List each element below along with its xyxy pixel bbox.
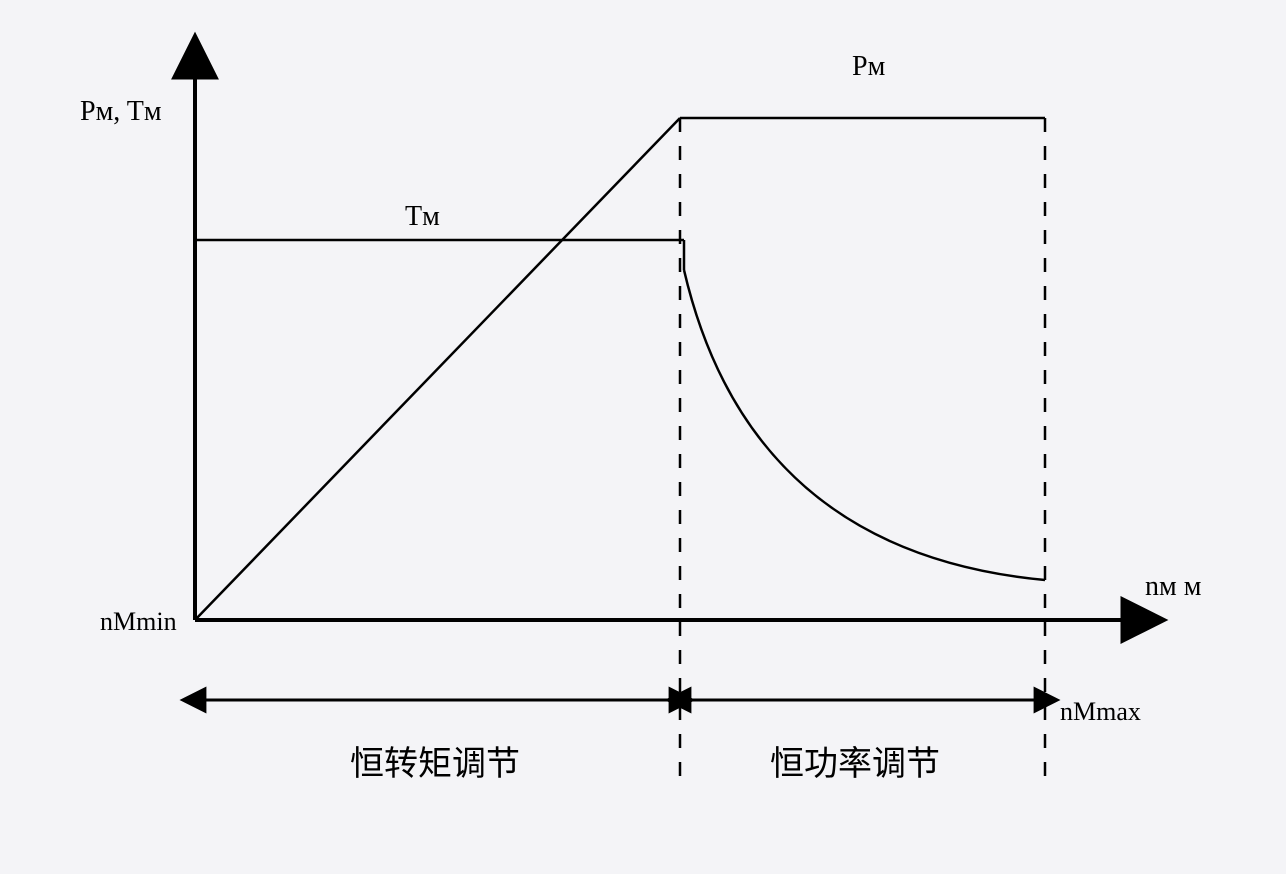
region-right-label: 恒功率调节 (770, 745, 940, 783)
diagram-background (0, 0, 1286, 874)
pm-label: Pᴍ (852, 51, 886, 82)
nmin-label: nMmin (100, 607, 177, 636)
y-axis-label: Pᴍ, Tᴍ (80, 96, 162, 127)
motor-characteristic-diagram: Pᴍ, Tᴍ Tᴍ Pᴍ nMmin nMmax nᴍ ᴍ 恒转矩调节 恒功率调… (0, 0, 1286, 874)
tm-label: Tᴍ (405, 201, 440, 232)
x-axis-label: nᴍ ᴍ (1145, 571, 1202, 602)
nmax-label: nMmax (1060, 697, 1141, 726)
region-left-label: 恒转矩调节 (350, 745, 520, 783)
